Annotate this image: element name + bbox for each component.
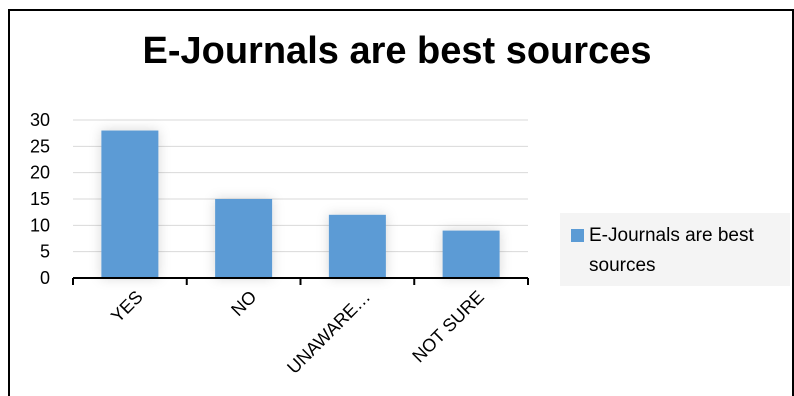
y-tick-label: 20 — [30, 163, 50, 183]
axes — [72, 277, 529, 285]
x-tick-label: NO — [227, 287, 260, 320]
x-tick-label: NOT SURE — [408, 287, 488, 367]
y-tick-label: 5 — [40, 242, 50, 262]
chart-title: E-Journals are best sources — [142, 30, 652, 72]
y-tick-label: 10 — [30, 215, 50, 235]
y-tick-label: 30 — [30, 110, 50, 130]
x-tick-label: UNAWARE… — [283, 287, 374, 378]
bar-yes — [101, 130, 159, 278]
y-tick-label: 0 — [40, 268, 50, 288]
legend-swatch — [571, 229, 584, 242]
y-tick-labels: 0 5 10 15 20 25 30 — [30, 110, 50, 288]
bar-unaware — [328, 214, 386, 278]
bar-no — [215, 199, 273, 278]
y-tick-label: 25 — [30, 136, 50, 156]
bars — [101, 130, 500, 278]
x-tick-labels: YES NO UNAWARE… NOT SURE — [107, 287, 488, 378]
x-tick-label: YES — [107, 287, 147, 327]
legend-label: E-Journals are best sources — [589, 225, 754, 276]
y-tick-label: 15 — [30, 189, 50, 209]
bar-not-sure — [442, 230, 500, 278]
legend: E-Journals are best sources — [560, 213, 790, 286]
